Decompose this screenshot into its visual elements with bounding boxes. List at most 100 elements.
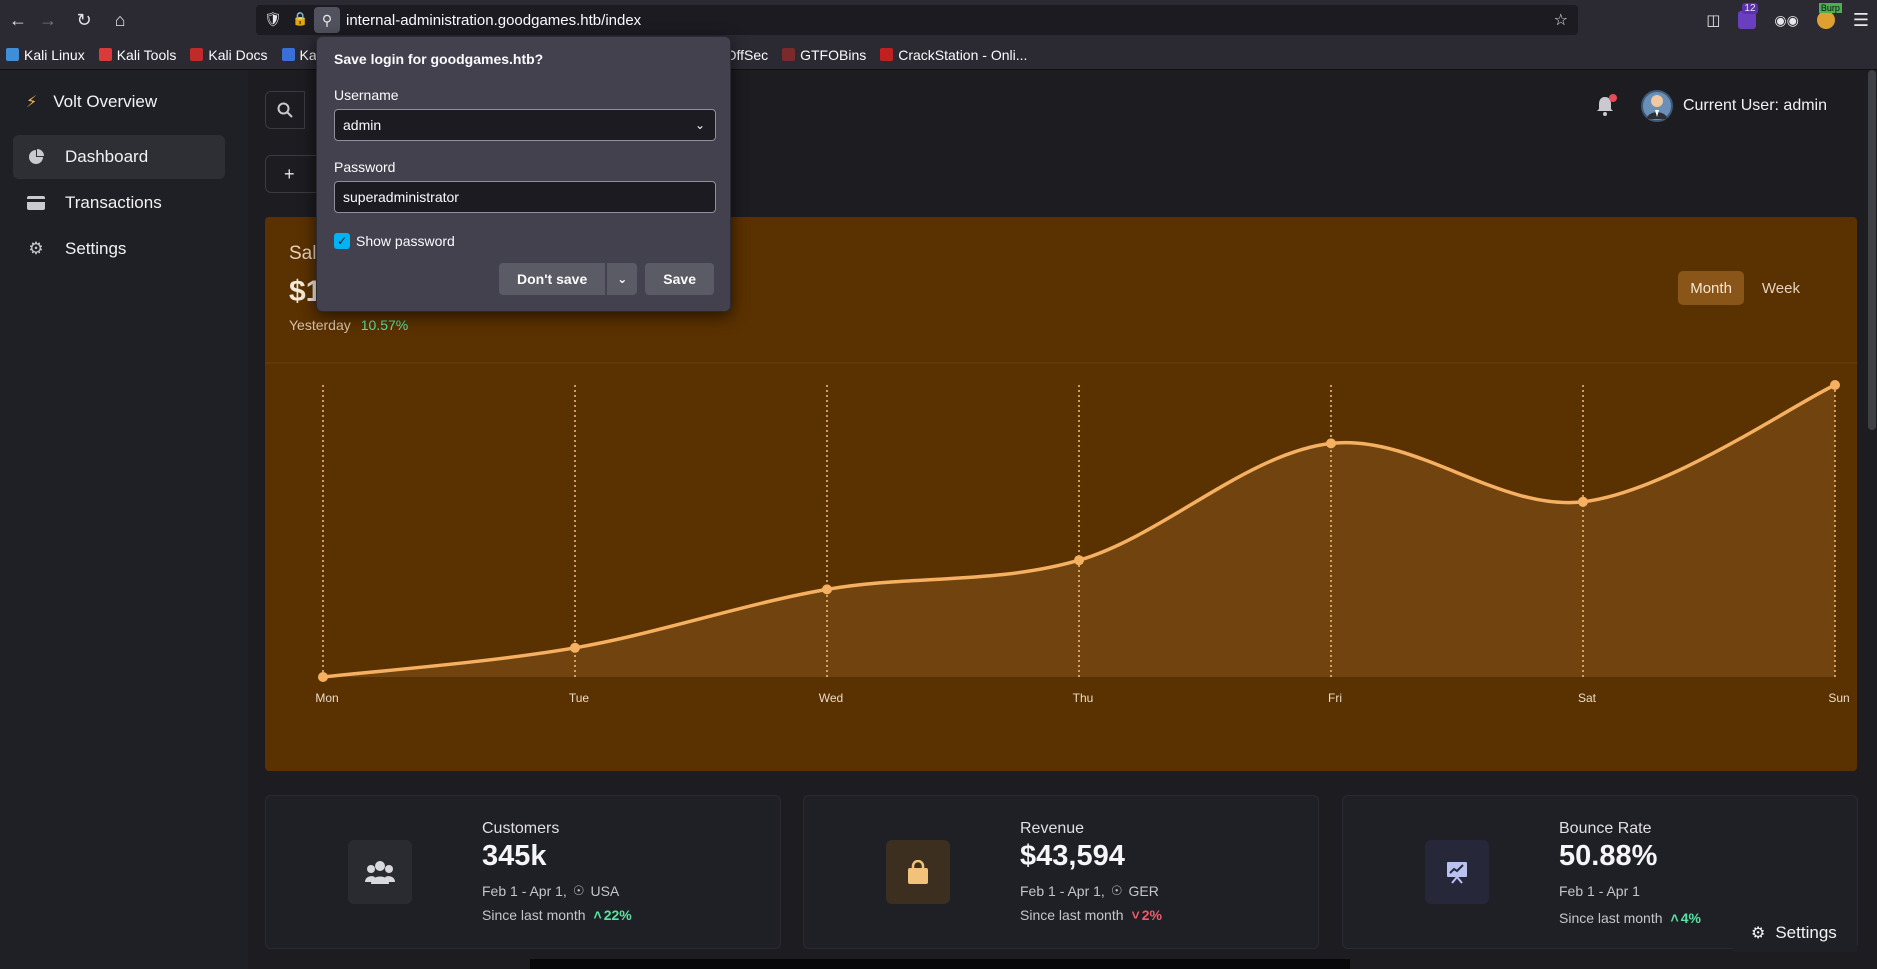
search-icon[interactable] [265,91,305,129]
stat-change: 2% [1141,907,1162,923]
users-icon [348,840,412,904]
bookmark-label: Ka [299,46,317,63]
stat-range: Feb 1 - Apr 1, ☉ GER [1020,883,1159,899]
gear-icon: ⚙ [28,239,44,258]
pie-chart-icon [27,148,45,166]
mask-extension-icon[interactable]: ◉◉ [1774,11,1799,28]
menu-icon[interactable]: ☰ [1852,9,1869,30]
chevron-down-icon[interactable]: ⌄ [694,118,705,132]
chart-point [570,642,580,653]
chart-point [822,584,832,595]
sidebar-item-dashboard[interactable]: Dashboard [13,135,225,179]
bookmark-favicon-icon [281,48,295,61]
stat-card-revenue: Revenue $43,594 Feb 1 - Apr 1, ☉ GER Sin… [803,795,1319,949]
show-password-option[interactable]: ✓ Show password [334,233,455,249]
presentation-chart-icon [1425,840,1489,904]
browser-toolbar: ← → ↻ ⌂ 🛡 🔒 ⚲ internal-administration.go… [0,0,1877,40]
forward-icon[interactable]: → [39,9,57,30]
show-password-label: Show password [356,233,455,249]
stat-since-label: Since last month [482,907,586,923]
month-toggle-button[interactable]: Month [1678,271,1744,305]
bookmark-item[interactable]: GTFOBins [782,47,866,63]
dont-save-dropdown-button[interactable]: ⌄ [607,263,638,295]
reload-icon[interactable]: ↻ [76,9,92,30]
period-toggle: Month Week [1678,271,1812,305]
x-tick-label: Wed [819,691,843,705]
brand-label: Volt Overview [53,92,158,111]
stat-since: Since last month ˅ 2% [1020,907,1162,923]
bookmark-label: Kali Tools [116,46,177,63]
stat-title: Revenue [1020,820,1085,837]
x-tick-label: Fri [1328,691,1342,705]
stat-since-label: Since last month [1559,910,1663,926]
bookmark-item[interactable]: Kali Tools [98,46,177,63]
sidebar-item-label: Dashboard [65,147,149,166]
plus-icon: + [284,163,295,184]
chart-point [318,672,328,682]
sidebar-item-settings[interactable]: ⚙ Settings [13,227,225,271]
bookmark-favicon-icon [782,48,796,61]
home-icon[interactable]: ⌂ [114,9,126,30]
chart-area [323,385,1835,677]
url-bar[interactable]: 🛡 🔒 ⚲ internal-administration.goodgames.… [256,5,1578,35]
bookmark-label: Kali Docs [208,46,268,63]
chevron-down-icon: ⌄ [617,272,628,286]
password-field[interactable]: superadministrator [334,181,716,213]
dont-save-split-button: Don't save ⌄ [498,263,638,295]
extension-badge-icon[interactable]: 12 [1738,3,1758,29]
globe-icon: ☉ [572,883,585,898]
page-scrollbar[interactable] [1867,70,1877,969]
url-text[interactable]: internal-administration.goodgames.htb/in… [346,12,642,29]
bookmark-item[interactable]: Ka [281,46,317,63]
back-icon[interactable]: ← [9,9,27,30]
bookmark-star-icon[interactable]: ☆ [1553,12,1568,29]
scroll-thumb[interactable] [1868,70,1876,430]
bolt-icon: ⚡ [26,94,38,111]
pocket-icon[interactable]: ◫ [1706,12,1721,29]
bookmark-item[interactable]: CrackStation - Onli... [880,47,1027,63]
show-password-checkbox[interactable]: ✓ [334,233,350,249]
username-field[interactable]: admin ⌄ [334,109,716,141]
shield-icon[interactable]: 🛡 [264,11,282,27]
stat-since: Since last month ˄ 22% [482,907,632,923]
popup-title: Save login for goodgames.htb? [334,51,544,67]
sidebar-item-label: Settings [65,239,127,258]
stat-range: Feb 1 - Apr 1 [1559,883,1640,899]
settings-fab-label: Settings [1775,923,1837,942]
bookmark-favicon-icon [98,48,112,61]
chart-point [1578,496,1588,507]
username-label: Username [334,87,399,103]
x-tick-label: Sun [1828,691,1849,705]
bookmark-item[interactable]: Kali Linux [6,47,85,63]
stat-title: Customers [482,820,560,837]
sales-chart: Mon Tue Wed Thu Fri Sat Sun [265,362,1857,705]
bookmark-favicon-icon [880,48,894,61]
stat-range-text: Feb 1 - Apr 1, [482,883,567,899]
stat-since: Since last month ˄ 4% [1559,910,1701,926]
sidebar-item-transactions[interactable]: Transactions [13,181,225,225]
stat-range-text: Feb 1 - Apr 1 [1559,883,1640,899]
username-value: admin [343,117,382,133]
sidebar-brand[interactable]: ⚡ Volt Overview [26,92,157,112]
settings-fab-button[interactable]: ⚙ Settings [1733,914,1857,952]
stat-region: GER [1128,883,1159,899]
save-login-popup: Save login for goodgames.htb? Username a… [316,36,731,312]
card-icon [27,194,45,212]
dont-save-button[interactable]: Don't save [498,263,606,295]
save-button[interactable]: Save [645,263,714,295]
chart-point [1326,438,1336,449]
week-toggle-button[interactable]: Week [1761,279,1800,297]
burp-extension-icon[interactable]: Burp [1816,3,1842,29]
lock-icon[interactable]: 🔒 [292,11,309,26]
current-user-label: Current User: admin [1682,97,1827,114]
trend-down-icon: ˅ [1131,907,1140,923]
key-icon[interactable]: ⚲ [314,7,340,33]
bookmark-item[interactable]: Kali Docs [190,46,268,63]
bell-icon[interactable] [1595,94,1617,117]
bag-icon [886,840,950,904]
notification-dot [1608,94,1617,102]
chart-point [1074,555,1084,566]
user-menu[interactable]: Current User: admin [1640,90,1827,122]
stat-range-text: Feb 1 - Apr 1, [1020,883,1105,899]
yesterday-label: Yesterday [289,317,351,333]
